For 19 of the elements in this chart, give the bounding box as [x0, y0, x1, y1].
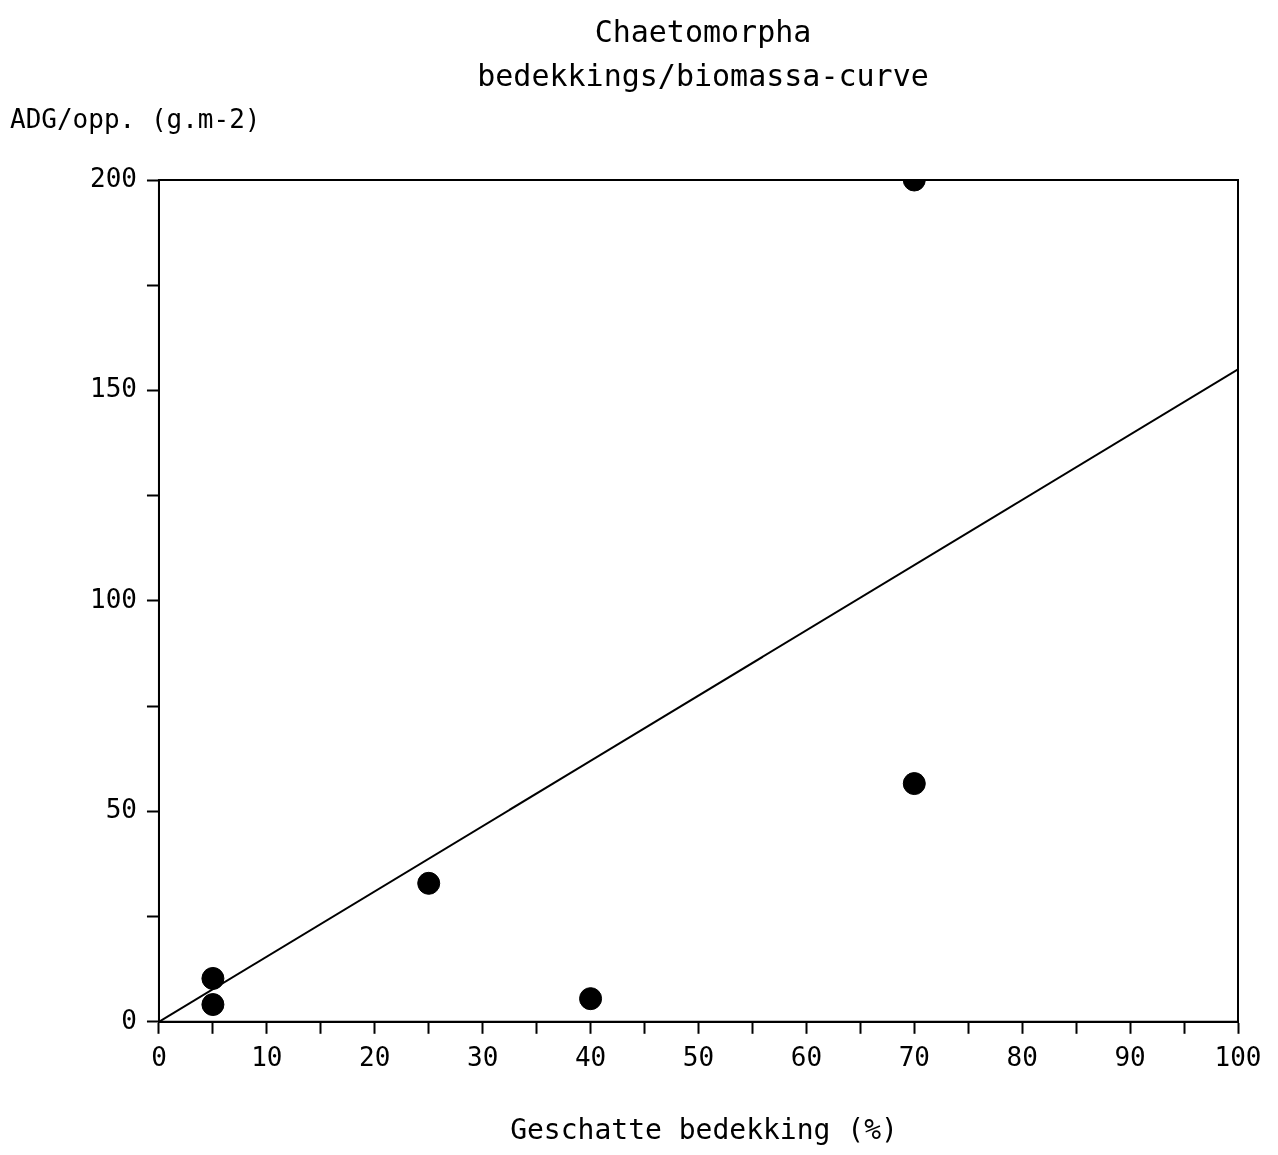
y-tick-label: 150 [89, 373, 137, 404]
y-tick-label: 50 [105, 794, 137, 825]
x-tick-label: 0 [151, 1042, 167, 1073]
x-tick-label: 80 [1006, 1042, 1038, 1073]
x-axis-title: Geschatte bedekking (%) [509, 1113, 899, 1146]
y-axis-title: ADG/opp. (g.m-2) [10, 104, 261, 134]
x-tick-label: 30 [467, 1042, 499, 1073]
x-tick-label: 70 [898, 1042, 930, 1073]
x-tick-label: 20 [359, 1042, 391, 1073]
y-tick-label: 200 [89, 162, 137, 193]
x-tick-label: 90 [1114, 1042, 1146, 1073]
y-tick-label: 0 [121, 1004, 137, 1035]
chart-title: Chaetomorpha bedekkings/biomassa-curve [476, 13, 930, 95]
y-tick-label: 100 [89, 583, 137, 614]
x-tick-label: 60 [790, 1042, 823, 1073]
x-tick-label: 40 [574, 1042, 607, 1073]
x-tick-label: 100 [1214, 1042, 1262, 1073]
x-tick-label: 10 [251, 1042, 283, 1073]
x-tick-label: 50 [682, 1042, 715, 1073]
